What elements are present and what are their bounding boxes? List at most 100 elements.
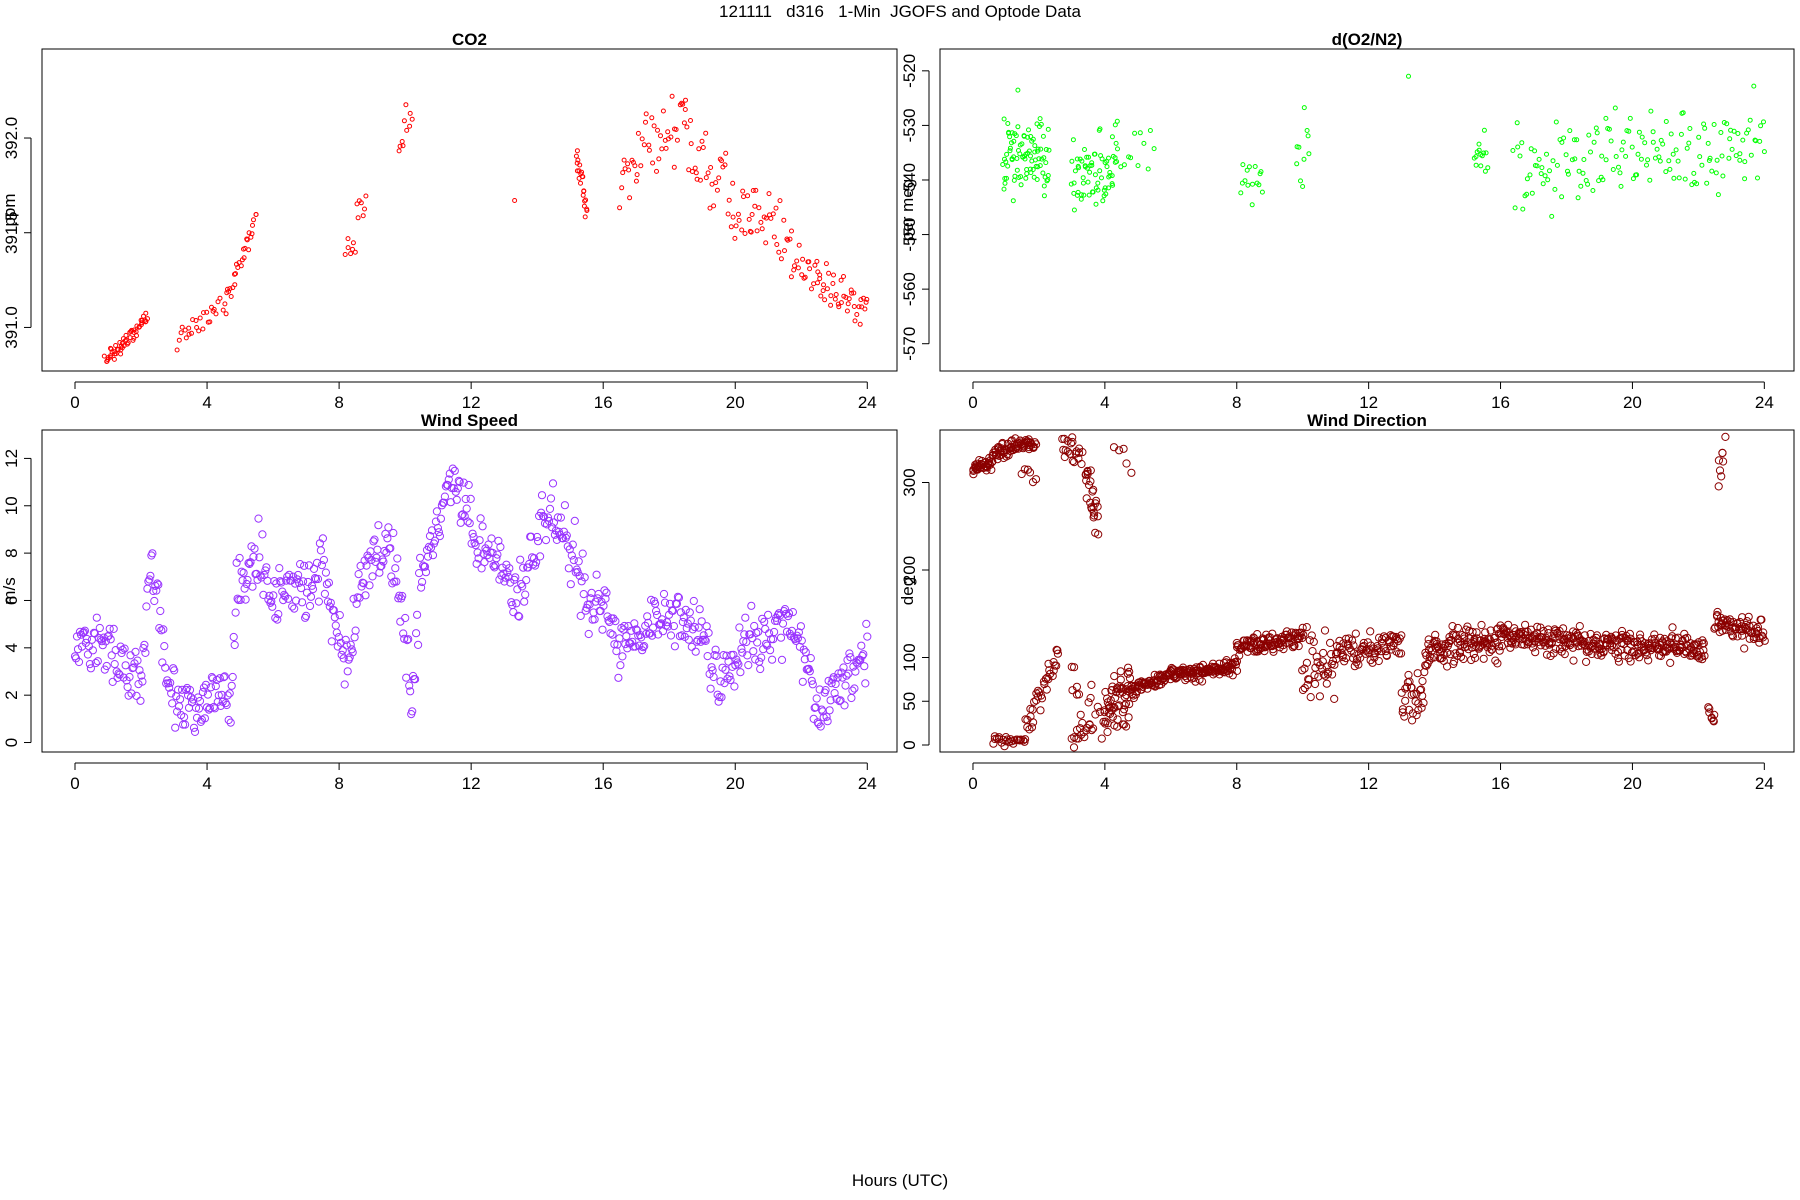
data-point (815, 280, 820, 286)
y-tick-label: -520 (900, 54, 919, 88)
data-point (374, 521, 383, 530)
data-point (215, 674, 224, 683)
data-point (1256, 182, 1262, 188)
data-point (1704, 703, 1713, 712)
data-point (632, 163, 638, 169)
data-point (1091, 710, 1100, 719)
data-point (1304, 128, 1310, 133)
data-point (1128, 155, 1134, 161)
data-point (145, 575, 154, 584)
data-point (856, 304, 862, 310)
data-point (703, 652, 712, 661)
data-point (1614, 657, 1624, 666)
data-point (806, 259, 812, 265)
data-point (1714, 157, 1720, 163)
data-point (1706, 158, 1712, 163)
data-point (1618, 183, 1624, 189)
data-point (1413, 669, 1422, 678)
data-point (1668, 623, 1677, 632)
data-point (240, 584, 249, 593)
x-tick-label: 16 (1491, 393, 1510, 412)
data-point (1014, 167, 1020, 173)
data-point (1747, 117, 1753, 123)
data-point (618, 652, 627, 661)
data-point (1359, 638, 1368, 648)
data-point (307, 581, 317, 590)
data-point (635, 641, 644, 650)
data-point (622, 632, 631, 641)
data-point (123, 332, 129, 338)
data-point (1309, 637, 1318, 647)
data-point (521, 590, 530, 599)
data-point (225, 689, 234, 698)
data-point (417, 583, 426, 592)
data-point (1720, 173, 1726, 179)
data-point (503, 568, 512, 577)
data-point (411, 675, 420, 684)
data-point (1594, 130, 1600, 136)
data-point (1002, 176, 1008, 181)
data-point (687, 642, 696, 651)
data-point (1300, 664, 1309, 673)
data-point (1566, 640, 1575, 650)
data-point (1093, 201, 1099, 207)
data-point (1299, 630, 1308, 639)
data-point (300, 561, 309, 570)
data-point (652, 606, 661, 616)
data-point (536, 552, 545, 561)
data-point (1545, 177, 1551, 183)
y-axis-label: per meg (898, 179, 917, 241)
data-point (750, 188, 756, 193)
data-point (1617, 626, 1627, 636)
data-point (1087, 726, 1096, 735)
data-point (801, 648, 810, 657)
data-point (696, 637, 705, 646)
data-point (369, 537, 378, 546)
data-point (1120, 720, 1129, 729)
data-point (1249, 202, 1255, 208)
data-point (1539, 165, 1545, 171)
data-point (1023, 723, 1032, 732)
data-point (574, 557, 583, 566)
data-point (241, 595, 250, 604)
data-point (130, 659, 139, 668)
data-point (1742, 176, 1748, 182)
x-tick-label: 16 (1491, 774, 1510, 793)
data-point (1097, 168, 1103, 174)
data-point (465, 519, 474, 528)
data-point (383, 534, 392, 543)
data-point (1125, 667, 1134, 676)
data-point (402, 673, 411, 682)
data-point (570, 516, 579, 526)
data-point (350, 633, 359, 642)
data-point (688, 141, 694, 147)
data-point (231, 608, 240, 617)
data-point (1078, 196, 1084, 202)
data-point (1727, 136, 1733, 142)
data-point (771, 234, 777, 240)
data-point (822, 297, 828, 303)
data-point (836, 304, 842, 310)
data-point (266, 598, 275, 608)
data-point (1575, 195, 1581, 201)
data-point (1004, 151, 1010, 157)
data-point (714, 187, 720, 193)
data-point (148, 549, 157, 558)
data-point (758, 219, 764, 225)
data-point (1028, 478, 1038, 487)
data-point (643, 111, 649, 117)
data-point (1123, 669, 1133, 678)
data-point (256, 571, 265, 580)
data-point (725, 211, 731, 217)
x-tick-label: 12 (1359, 393, 1378, 412)
data-point (462, 504, 471, 513)
data-point (788, 274, 794, 280)
data-point (1591, 139, 1597, 145)
data-point (137, 671, 146, 680)
data-point (1696, 134, 1702, 140)
data-point (356, 561, 365, 571)
data-point (441, 482, 450, 491)
data-point (88, 646, 98, 655)
data-point (362, 206, 367, 212)
data-point (799, 272, 805, 278)
